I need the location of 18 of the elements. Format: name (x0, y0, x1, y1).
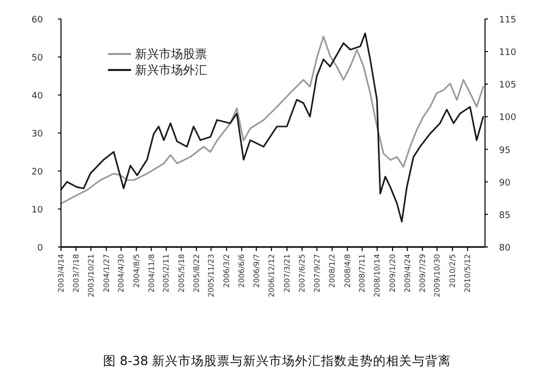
y2-tick-label: 105 (499, 80, 516, 91)
y-tick-label: 30 (32, 130, 44, 140)
y2-tick-label: 100 (499, 113, 516, 124)
y2-tick-label: 90 (499, 178, 511, 188)
y2-tick-label: 115 (499, 16, 516, 26)
y2-tick-label: 85 (499, 210, 510, 221)
y-tick-label: 60 (32, 16, 44, 26)
y-tick-label: 40 (32, 92, 44, 102)
y-tick-label: 20 (32, 168, 44, 178)
legend-label: 新兴市场股票 (135, 47, 207, 61)
y-tick-label: 10 (32, 206, 44, 216)
y-tick-label: 0 (37, 244, 44, 254)
y-tick-label: 50 (32, 54, 44, 64)
y2-tick-label: 80 (499, 244, 511, 254)
legend-label: 新兴市场外汇 (135, 63, 207, 77)
y2-tick-label: 95 (499, 146, 510, 156)
y2-tick-label: 110 (499, 48, 516, 58)
text: 图 8-38 新兴市场股票与新兴市场外汇指数走势的相关与背离 (102, 353, 452, 368)
